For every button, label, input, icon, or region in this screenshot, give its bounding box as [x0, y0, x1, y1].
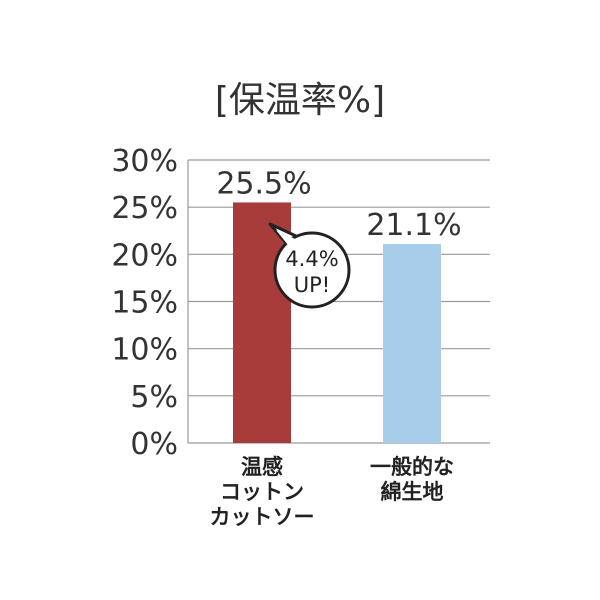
bubble-tail-fill	[276, 230, 295, 245]
bubble-text: 4.4%	[285, 247, 338, 271]
chart-title: [保温率%]	[215, 80, 385, 121]
bars	[233, 202, 441, 443]
category-label: 温感	[241, 455, 283, 479]
y-tick-label: 30%	[111, 144, 178, 179]
bar	[383, 243, 441, 443]
y-tick-label: 10%	[111, 333, 178, 368]
category-label: コットン	[220, 480, 304, 504]
category-label: 綿生地	[381, 480, 444, 504]
up-annotation-bubble: 4.4%UP!	[268, 222, 351, 309]
bar-value-label: 25.5%	[216, 166, 311, 201]
y-tick-label: 20%	[111, 238, 178, 273]
bubble-text: UP!	[294, 273, 330, 297]
category-label: 一般的な	[370, 455, 454, 479]
y-tick-label: 0%	[130, 427, 178, 462]
category-label: カットソー	[210, 505, 315, 529]
bubble-circle	[273, 231, 351, 309]
data-labels: 25.5% 21.1%	[216, 166, 461, 243]
y-tick-label: 5%	[130, 380, 178, 415]
y-tick-label: 25%	[111, 191, 178, 226]
bar-value-label: 21.1%	[366, 208, 461, 243]
bar	[233, 202, 291, 443]
y-axis-ticks: 0% 5% 10% 15% 20% 25% 30%	[111, 144, 178, 462]
y-tick-label: 15%	[111, 286, 178, 321]
